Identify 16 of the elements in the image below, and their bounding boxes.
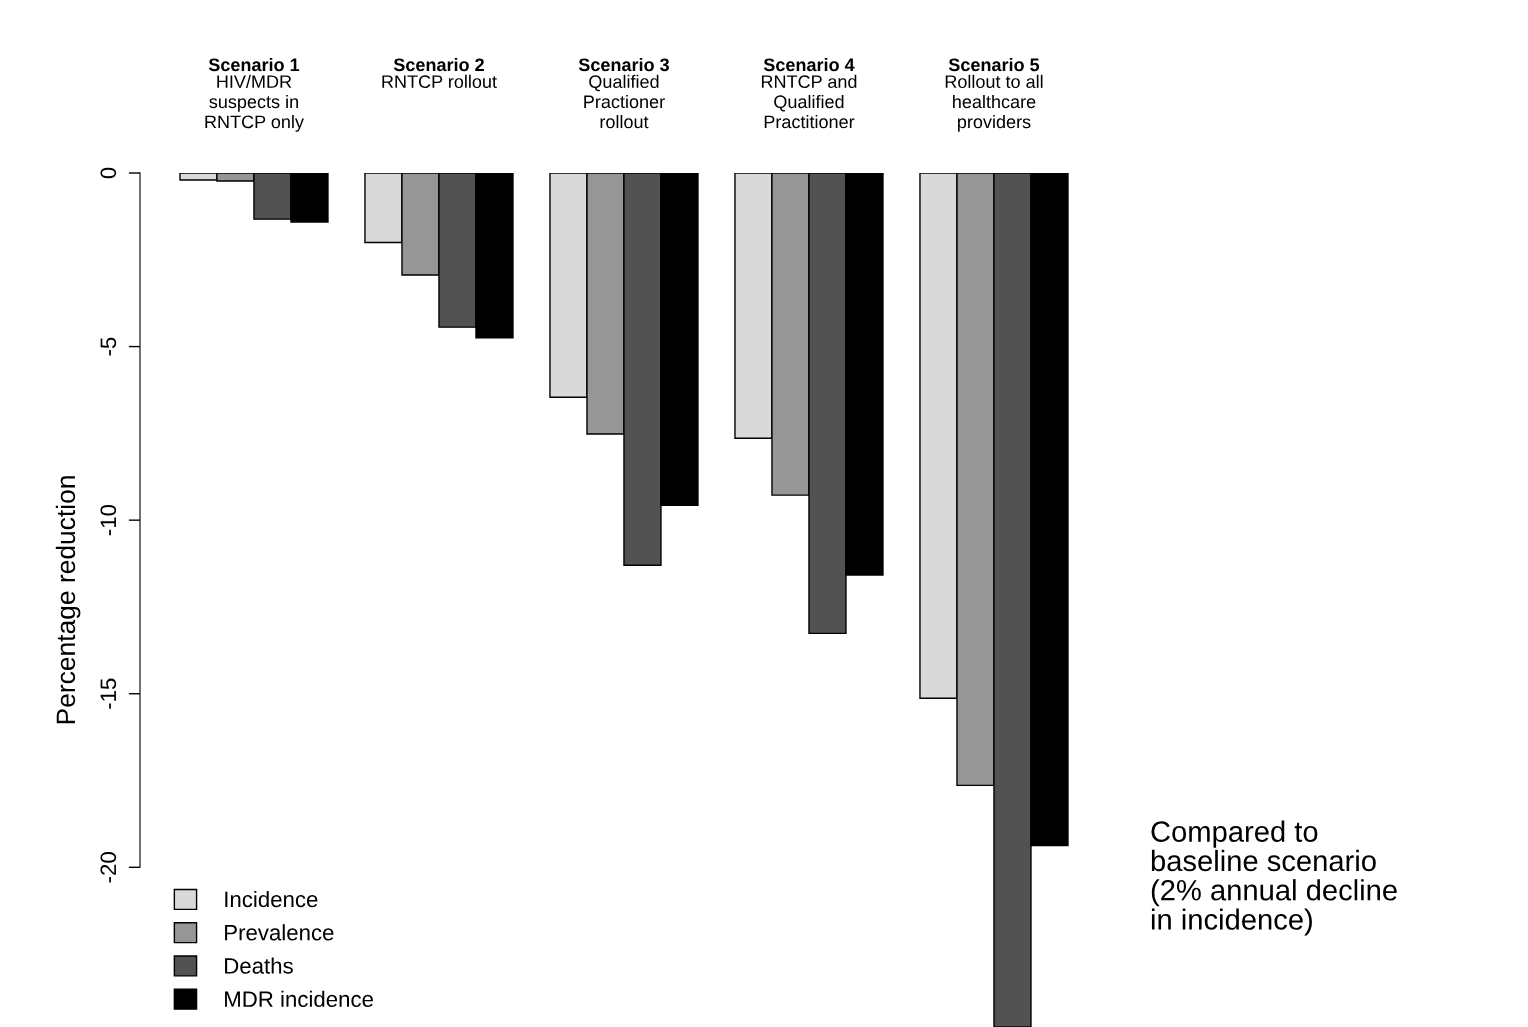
legend-label: MDR incidence: [225, 990, 373, 1008]
y-axis-title: Percentage reduction: [55, 476, 81, 724]
legend-label: Incidence: [225, 890, 318, 908]
x-tick-label: Scenario 3 Qualified Practioner rollout: [578, 57, 669, 129]
text: Compared to baseline scenario (2% annual decline in incidence): [1151, 820, 1397, 936]
y-tick-label: -5: [100, 337, 117, 356]
y-tick-label: -10: [100, 504, 117, 536]
legend-label: Prevalence: [225, 924, 334, 941]
x-tick-label: Scenario 1 HIV/MDR suspects in RNTCP only: [205, 57, 304, 132]
x-tick-label: Scenario 2 RNTCP rollout: [382, 57, 497, 89]
legend-label: Deaths: [225, 957, 293, 974]
y-tick-label: 0: [100, 167, 117, 179]
x-tick-label: Scenario 5 Rollout to all healthcare providers: [945, 57, 1043, 132]
y-tick-label: -15: [100, 678, 117, 709]
y-tick-label: -20: [100, 852, 117, 883]
x-tick-label: Scenario 4 RNTCP and Qualified Practitioner: [761, 57, 857, 129]
